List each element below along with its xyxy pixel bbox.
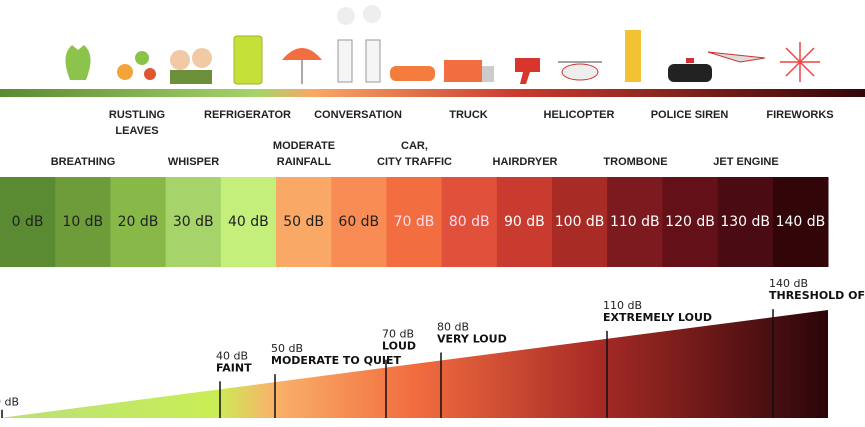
source-label: POLICE SIREN [651,109,729,121]
marker-level: 110 dB [603,299,642,312]
level-cell [607,177,663,267]
marker-label: LOUD [382,340,416,353]
level-label: 80 dB [449,214,490,230]
marker-label: VERY LOUD [437,332,507,345]
source-label: WHISPER [168,156,219,168]
level-cell [55,177,111,267]
level-label: 110 dB [610,214,660,230]
source-label: HAIRDRYER [493,156,558,168]
level-cell [717,177,774,267]
marker-level: 80 dB [437,320,469,333]
marker-level: 70 dB [382,328,414,341]
loudness-wedge [0,310,828,418]
level-label: 130 dB [720,214,770,230]
level-label: 0 dB [12,214,44,230]
source-label: CAR, [401,140,428,152]
level-label: 30 dB [173,214,214,230]
source-label: FIREWORKS [766,109,833,121]
source-label: CITY TRAFFIC [377,156,452,168]
marker-label: MODERATE TO QUIET [271,354,401,367]
source-label: RUSTLING [109,109,165,121]
level-label: 100 dB [555,214,605,230]
level-label: 20 dB [118,214,159,230]
source-label: TROMBONE [603,156,667,168]
source-label: TRUCK [449,109,488,121]
marker-level: 40 dB [216,349,248,362]
level-label: 120 dB [665,214,715,230]
level-label: 60 dB [338,214,379,230]
level-cell [110,177,167,267]
source-label: RAINFALL [277,156,332,168]
level-cell [496,177,553,267]
level-cell [662,177,719,267]
level-cell [220,177,277,267]
level-cell [441,177,498,267]
level-cell [386,177,443,267]
marker-label: FAINT [216,361,252,374]
color-strip [0,89,865,97]
source-label: CONVERSATION [314,109,402,121]
level-cell [552,177,608,267]
marker-level: 140 dB [769,277,808,290]
marker-label: THRESHOLD OF PAIN [769,289,865,302]
source-label: BREATHING [51,156,116,168]
level-label: 50 dB [283,214,324,230]
level-cell [165,177,222,267]
level-label: 10 dB [62,214,103,230]
level-cell [276,177,332,267]
level-label: 140 dB [776,214,826,230]
source-label: MODERATE [273,140,335,152]
level-cell [772,177,829,267]
level-label: 90 dB [504,214,545,230]
source-label: JET ENGINE [713,156,778,168]
level-label: 70 dB [394,214,435,230]
icons [65,5,820,85]
source-label: LEAVES [115,125,158,137]
source-label: REFRIGERATOR [204,109,291,121]
level-label: 40 dB [228,214,269,230]
marker-label: EXTREMELY LOUD [603,311,712,324]
marker-level: 50 dB [271,342,303,355]
source-label: HELICOPTER [544,109,615,121]
level-cell [331,177,387,267]
marker-level: 0 dB [0,396,19,409]
level-cell [0,177,56,267]
